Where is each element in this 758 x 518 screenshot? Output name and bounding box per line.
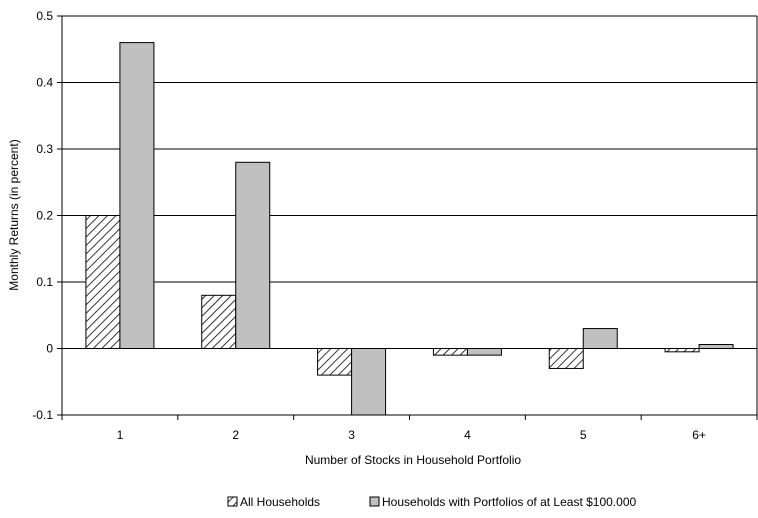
bar-households-100k-6+ bbox=[698, 344, 734, 350]
bar-all-households-3 bbox=[317, 348, 353, 376]
bar-all-households-5 bbox=[548, 348, 584, 369]
bars bbox=[85, 42, 734, 416]
legend-swatch-1 bbox=[369, 496, 380, 507]
x-tick-labels: 1 2 3 4 5 6+ bbox=[117, 428, 706, 442]
x-axis-title: Number of Stocks in Household Portfolio bbox=[305, 453, 521, 467]
y-tick-label: 0.3 bbox=[36, 142, 53, 156]
legend-label-0: All Households bbox=[240, 495, 320, 509]
bar-all-households-1 bbox=[85, 215, 121, 349]
x-tick-label: 4 bbox=[464, 428, 471, 442]
y-tick-label: -0.1 bbox=[32, 408, 53, 422]
gridlines bbox=[62, 15, 757, 283]
y-tick-label: 0.2 bbox=[36, 209, 53, 223]
legend: All Households Households with Portfolios… bbox=[227, 495, 636, 509]
bar-all-households-2 bbox=[201, 294, 237, 349]
x-tick-label: 6+ bbox=[692, 428, 706, 442]
y-axis-title: Monthly Returns (in percent) bbox=[7, 139, 21, 290]
legend-swatch-0 bbox=[227, 496, 238, 507]
x-tick-label: 3 bbox=[348, 428, 355, 442]
legend-label-1: Households with Portfolios of at Least $… bbox=[382, 495, 636, 509]
bar-households-100k-1 bbox=[119, 42, 155, 349]
y-tick-label: 0 bbox=[46, 342, 53, 356]
bar-households-100k-3 bbox=[351, 348, 387, 416]
axes bbox=[57, 15, 758, 420]
y-tick-labels: -0.1 0 0.1 0.2 0.3 0.4 0.5 bbox=[32, 9, 53, 422]
x-tick-label: 1 bbox=[117, 428, 124, 442]
bar-all-households-4 bbox=[432, 348, 468, 356]
bar-households-100k-5 bbox=[582, 328, 618, 349]
y-tick-label: 0.5 bbox=[36, 9, 53, 23]
y-tick-label: 0.1 bbox=[36, 275, 53, 289]
x-tick-label: 2 bbox=[232, 428, 239, 442]
bar-households-100k-4 bbox=[466, 348, 502, 356]
y-tick-label: 0.4 bbox=[36, 76, 53, 90]
x-tick-label: 5 bbox=[580, 428, 587, 442]
bar-households-100k-2 bbox=[235, 161, 271, 349]
